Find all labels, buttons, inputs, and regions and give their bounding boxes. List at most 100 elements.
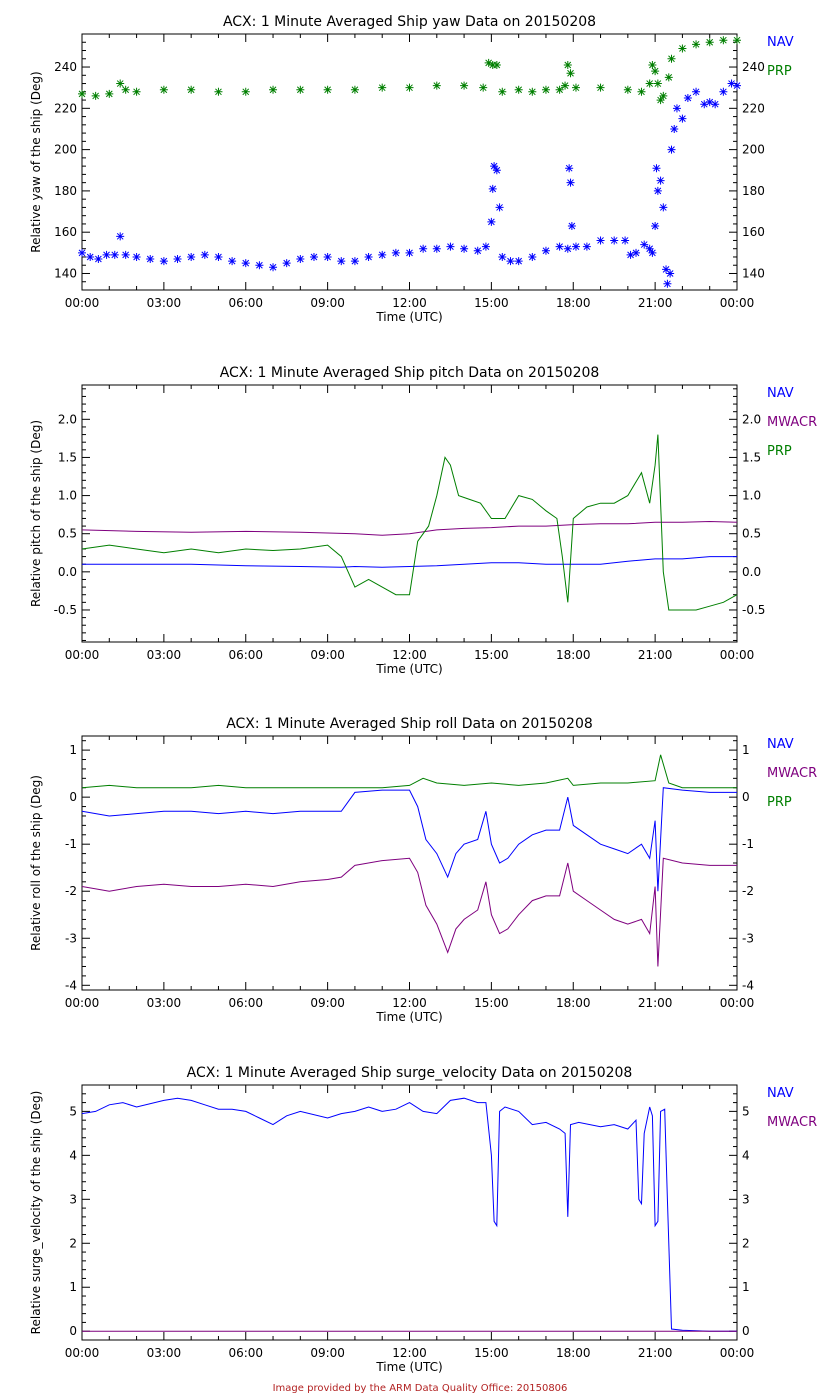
panel-2-title: ACX: 1 Minute Averaged Ship pitch Data o… [220, 365, 600, 381]
panel-1-series-nav-point [350, 257, 359, 266]
panel-1-series-nav-point [116, 232, 125, 241]
panel-2-y-tick-label: 1.5 [58, 450, 77, 464]
panel-4-x-tick-label: 21:00 [638, 1346, 673, 1360]
panel-1-series-nav-point [460, 244, 469, 253]
panel-1-series-nav-point [481, 242, 490, 251]
panel-2-x-tick-label: 06:00 [228, 648, 263, 662]
panel-4-x-tick-label: 12:00 [392, 1346, 427, 1360]
panel-1-series-nav-point [659, 203, 668, 212]
panel-1-series-nav-point [490, 162, 499, 171]
panel-2-y-tick-label-right: 2.0 [742, 412, 761, 426]
panel-1-series-nav-point [391, 248, 400, 257]
panel-3-x-tick-label: 03:00 [147, 996, 182, 1010]
panel-1-series-prp-point [563, 60, 572, 69]
panel-1-series-nav-point [94, 255, 103, 264]
panel-1-series-prp-point [105, 89, 114, 98]
panel-2-y-tick-label: -0.5 [54, 603, 77, 617]
panel-2-legend-nav: NAV [767, 386, 794, 401]
panel-1-x-tick-label: 03:00 [147, 296, 182, 310]
panel-1-series-prp-point [498, 87, 507, 96]
panel-1-y-tick-label: 140 [54, 266, 77, 280]
panel-1-series-nav-point [566, 178, 575, 187]
panel-2-y-tick-label-right: -0.5 [742, 603, 765, 617]
panel-1-series-prp-point [645, 79, 654, 88]
panel-3-y-tick-label: -1 [65, 837, 77, 851]
panel-2-x-tick-label: 09:00 [310, 648, 345, 662]
panel-1-series-prp-point [705, 38, 714, 47]
panel-1-series-prp-point [159, 85, 168, 94]
panel-2-y-tick-label-right: 1.5 [742, 450, 761, 464]
panel-1-series-nav-point [309, 252, 318, 261]
panel-2-series-nav-line [82, 556, 737, 568]
panel-1-legend-nav: NAV [767, 35, 794, 50]
panel-1-series-prp-point [460, 81, 469, 90]
panel-1-series-nav-point [645, 244, 654, 253]
panel-1-series-prp-point [596, 83, 605, 92]
panel-1-series-nav-point [110, 250, 119, 259]
panel-1-series-prp-point [651, 67, 660, 76]
panel-1-series-prp-point [484, 58, 493, 67]
panel-2-plot-frame [81, 384, 738, 643]
panel-2-legend-prp: PRP [767, 444, 792, 459]
panel-2-x-tick-label: 03:00 [147, 648, 182, 662]
panel-1-series-nav-point [652, 164, 661, 173]
panel-3-x-axis-label: Time (UTC) [375, 1010, 442, 1024]
panel-4-x-tick-label: 18:00 [556, 1346, 591, 1360]
panel-1-series-nav-point [626, 250, 635, 259]
panel-1-series-nav-point [337, 257, 346, 266]
panel-1-series-nav-point [541, 246, 550, 255]
panel-3-x-tick-label: 00:00 [65, 996, 100, 1010]
panel-1-series-nav-point [656, 176, 665, 185]
panel-1-y-tick-label: 240 [54, 60, 77, 74]
panel-1-y-tick-label-right: 140 [742, 266, 765, 280]
panel-1-series-nav-point [565, 164, 574, 173]
panel-1-series-nav-point [187, 252, 196, 261]
panel-1-x-tick-label: 15:00 [474, 296, 509, 310]
panel-1-series-prp-point [659, 91, 668, 100]
panel-4-y-tick-label-right: 2 [742, 1236, 750, 1250]
panel-1-x-tick-label: 18:00 [556, 296, 591, 310]
panel-1-series-prp-point [241, 87, 250, 96]
panel-4-x-tick-label: 03:00 [147, 1346, 182, 1360]
panel-4-y-tick-label: 2 [69, 1236, 77, 1250]
panel-1-series-prp-point [561, 81, 570, 90]
panel-1-series-nav-point [582, 242, 591, 251]
panel-1-series-nav-point [78, 248, 86, 257]
panel-1-series-nav-point [640, 240, 649, 249]
panel-1-series-prp-point [78, 89, 86, 98]
panel-1-series-prp-point [667, 54, 676, 63]
panel-3-legend-prp: PRP [767, 795, 792, 810]
panel-1-x-tick-label: 12:00 [392, 296, 427, 310]
panel-1-series-prp-point [405, 83, 414, 92]
panel-3-y-tick-label-right: -1 [742, 837, 754, 851]
panel-1-series-nav-point [364, 252, 373, 261]
panel-1-series-nav-point [473, 246, 482, 255]
panel-1-series-nav-point [228, 257, 237, 266]
panel-1-series-nav-point [432, 244, 441, 253]
panel-1-series-nav-point [567, 222, 576, 230]
panel-1-y-tick-label-right: 180 [742, 184, 765, 198]
panel-1-series-prp-point [479, 83, 488, 92]
panel-1-y-tick-label-right: 240 [742, 60, 765, 74]
panel-3-x-tick-label: 15:00 [474, 996, 509, 1010]
panel-4-x-tick-label: 15:00 [474, 1346, 509, 1360]
panel-1-series-prp-point [692, 40, 701, 49]
panel-1-x-tick-label: 00:00 [65, 296, 100, 310]
panel-2-x-tick-label: 00:00 [720, 648, 755, 662]
panel-1-series-prp-point [664, 73, 673, 82]
panel-4-plot-frame [81, 1084, 738, 1341]
panel-3-title: ACX: 1 Minute Averaged Ship roll Data on… [226, 716, 593, 732]
panel-1-series-nav-point [571, 242, 580, 251]
panel-1-series-nav-point [610, 236, 619, 245]
panel-2-x-tick-label: 00:00 [65, 648, 100, 662]
panel-1-series-nav-point [683, 94, 692, 102]
panel-1-x-tick-label: 00:00 [720, 296, 755, 310]
panel-3-y-tick-label-right: -4 [742, 978, 754, 992]
panel-1-series-nav-point [419, 244, 428, 253]
panel-1-series-nav-point [666, 269, 675, 278]
panel-1-series-nav-point [214, 252, 223, 261]
panel-1-series-nav-point [159, 257, 168, 266]
panel-1-series-prp-point [648, 60, 657, 69]
panel-3-y-tick-label: -4 [65, 978, 77, 992]
